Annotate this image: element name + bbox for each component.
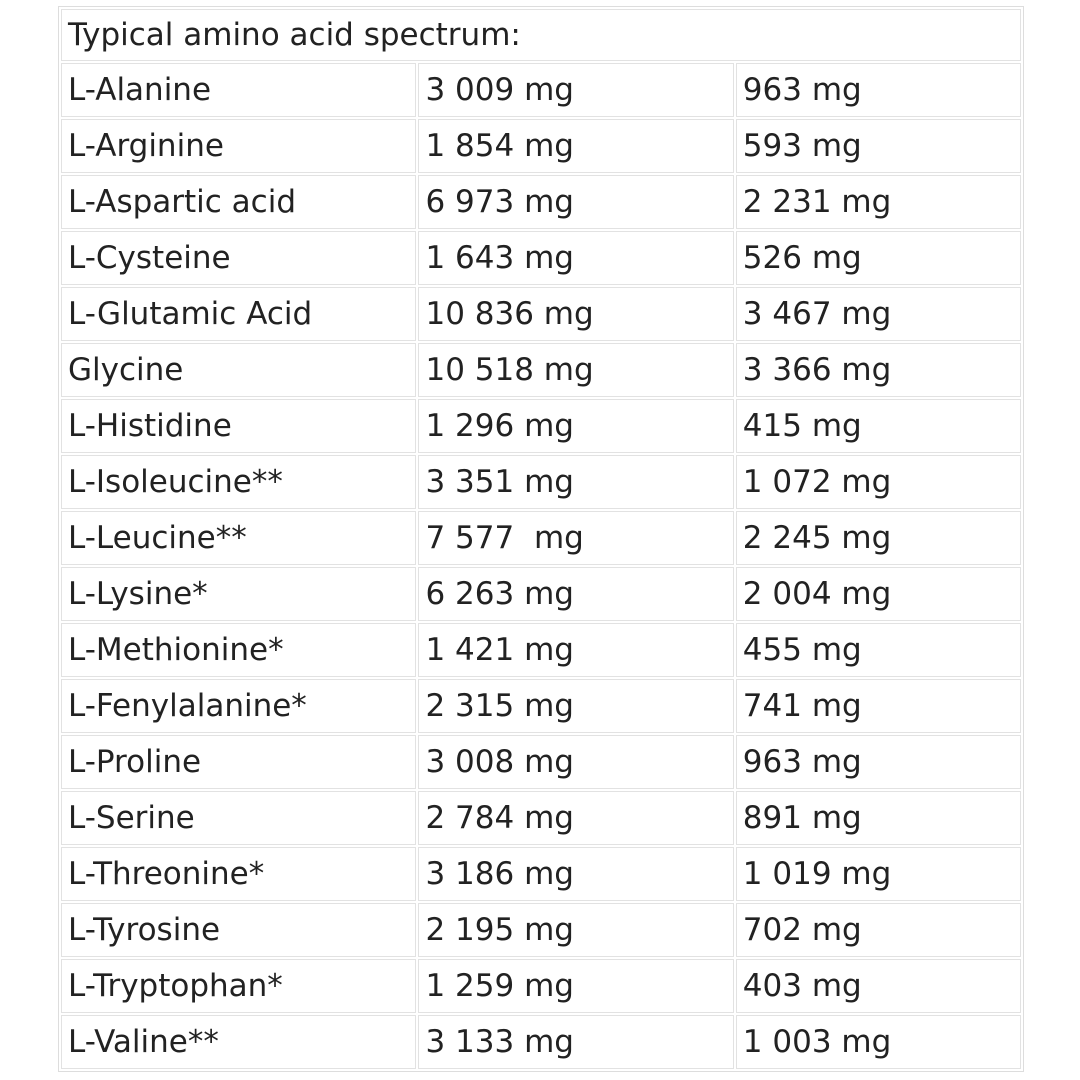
amount-per-serving: 963 mg — [735, 735, 1021, 789]
amount-per-100g: 3 009 mg — [418, 63, 734, 117]
amount-per-serving: 3 366 mg — [735, 343, 1021, 397]
amount-per-serving: 1 019 mg — [735, 847, 1021, 901]
table-row: L-Proline 3 008 mg 963 mg — [61, 735, 1021, 789]
table-row: L-Cysteine 1 643 mg 526 mg — [61, 231, 1021, 285]
table-row: L-Arginine 1 854 mg 593 mg — [61, 119, 1021, 173]
table-row: L-Tyrosine 2 195 mg 702 mg — [61, 903, 1021, 957]
amount-per-100g: 3 186 mg — [418, 847, 734, 901]
amino-acid-name: L-Isoleucine** — [61, 455, 417, 509]
amino-acid-name: L-Fenylalanine* — [61, 679, 417, 733]
amount-per-100g: 1 296 mg — [418, 399, 734, 453]
amount-per-serving: 702 mg — [735, 903, 1021, 957]
amount-per-100g: 2 195 mg — [418, 903, 734, 957]
table-row: L-Histidine 1 296 mg 415 mg — [61, 399, 1021, 453]
amino-acid-name: L-Proline — [61, 735, 417, 789]
amount-per-100g: 10 518 mg — [418, 343, 734, 397]
table-row: L-Lysine* 6 263 mg 2 004 mg — [61, 567, 1021, 621]
table-row: L-Fenylalanine* 2 315 mg 741 mg — [61, 679, 1021, 733]
amino-acid-name: L-Histidine — [61, 399, 417, 453]
amount-per-serving: 2 231 mg — [735, 175, 1021, 229]
table-row: L-Tryptophan* 1 259 mg 403 mg — [61, 959, 1021, 1013]
amino-acid-name: L-Methionine* — [61, 623, 417, 677]
amount-per-serving: 741 mg — [735, 679, 1021, 733]
table-row: L-Methionine* 1 421 mg 455 mg — [61, 623, 1021, 677]
amount-per-serving: 415 mg — [735, 399, 1021, 453]
table-row: L-Threonine* 3 186 mg 1 019 mg — [61, 847, 1021, 901]
amount-per-100g: 1 259 mg — [418, 959, 734, 1013]
amino-acid-name: L-Tyrosine — [61, 903, 417, 957]
table-row: L-Serine 2 784 mg 891 mg — [61, 791, 1021, 845]
table-title: Typical amino acid spectrum: — [61, 9, 1021, 61]
amount-per-serving: 403 mg — [735, 959, 1021, 1013]
amino-acid-name: L-Cysteine — [61, 231, 417, 285]
amount-per-100g: 1 643 mg — [418, 231, 734, 285]
table-row: L-Aspartic acid 6 973 mg 2 231 mg — [61, 175, 1021, 229]
amount-per-100g: 3 133 mg — [418, 1015, 734, 1069]
table-row: L-Isoleucine** 3 351 mg 1 072 mg — [61, 455, 1021, 509]
amount-per-100g: 1 854 mg — [418, 119, 734, 173]
amount-per-100g: 2 784 mg — [418, 791, 734, 845]
amino-acid-name: L-Threonine* — [61, 847, 417, 901]
table-row: L-Alanine 3 009 mg 963 mg — [61, 63, 1021, 117]
table-row: L-Leucine** 7 577 mg 2 245 mg — [61, 511, 1021, 565]
amino-acid-name: L-Valine** — [61, 1015, 417, 1069]
amount-per-100g: 3 008 mg — [418, 735, 734, 789]
amount-per-100g: 7 577 mg — [418, 511, 734, 565]
amino-acid-name: L-Tryptophan* — [61, 959, 417, 1013]
amino-acid-name: L-Serine — [61, 791, 417, 845]
amount-per-serving: 1 003 mg — [735, 1015, 1021, 1069]
amino-acid-name: L-Arginine — [61, 119, 417, 173]
amino-acid-name: L-Lysine* — [61, 567, 417, 621]
amount-per-100g: 1 421 mg — [418, 623, 734, 677]
amount-per-100g: 2 315 mg — [418, 679, 734, 733]
amino-acid-name: L-Leucine** — [61, 511, 417, 565]
amino-acid-name: Glycine — [61, 343, 417, 397]
amount-per-serving: 963 mg — [735, 63, 1021, 117]
amount-per-serving: 1 072 mg — [735, 455, 1021, 509]
amount-per-serving: 891 mg — [735, 791, 1021, 845]
table-row: L-Glutamic Acid 10 836 mg 3 467 mg — [61, 287, 1021, 341]
amount-per-100g: 10 836 mg — [418, 287, 734, 341]
table-row: L-Valine** 3 133 mg 1 003 mg — [61, 1015, 1021, 1069]
table-header-row: Typical amino acid spectrum: — [61, 9, 1021, 61]
amount-per-100g: 6 973 mg — [418, 175, 734, 229]
amino-acid-name: L-Glutamic Acid — [61, 287, 417, 341]
amount-per-serving: 2 004 mg — [735, 567, 1021, 621]
amount-per-100g: 3 351 mg — [418, 455, 734, 509]
amount-per-serving: 2 245 mg — [735, 511, 1021, 565]
table-row: Glycine 10 518 mg 3 366 mg — [61, 343, 1021, 397]
amount-per-serving: 455 mg — [735, 623, 1021, 677]
amount-per-serving: 526 mg — [735, 231, 1021, 285]
amino-acid-table: Typical amino acid spectrum: L-Alanine 3 … — [58, 6, 1024, 1072]
amount-per-serving: 3 467 mg — [735, 287, 1021, 341]
amount-per-serving: 593 mg — [735, 119, 1021, 173]
amino-acid-name: L-Aspartic acid — [61, 175, 417, 229]
amino-acid-name: L-Alanine — [61, 63, 417, 117]
amount-per-100g: 6 263 mg — [418, 567, 734, 621]
